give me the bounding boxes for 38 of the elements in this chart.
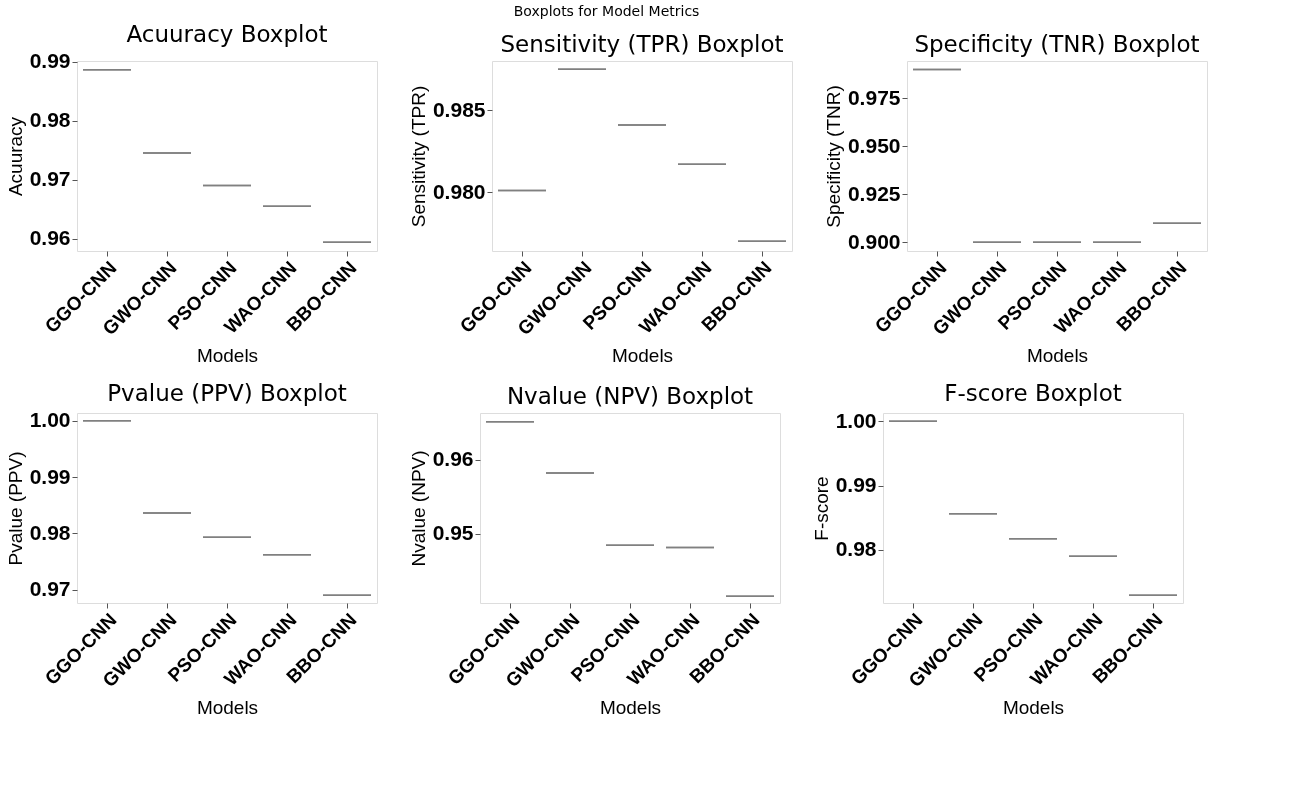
- y-axis-title: Nvalue (NPV): [407, 450, 429, 567]
- y-tick-label: 1.00: [29, 408, 71, 432]
- y-tick-label: 0.99: [29, 49, 71, 73]
- x-axis-title: Models: [611, 345, 674, 367]
- y-axis-title: Acuuracy: [4, 116, 26, 197]
- text: Boxplots for Model Metrics: [513, 3, 700, 20]
- y-tick-label: 1.00: [835, 408, 877, 432]
- y-tick-label: 0.99: [29, 464, 71, 488]
- y-tick-label: 0.98: [29, 108, 71, 132]
- chart-title: Acuuracy Boxplot: [126, 20, 328, 47]
- y-tick-label: 0.985: [432, 97, 486, 121]
- chart-title: F-score Boxplot: [944, 380, 1122, 407]
- x-axis-title: Models: [1026, 345, 1089, 367]
- y-tick-label: 0.97: [29, 577, 71, 601]
- y-tick-label: 0.95: [432, 521, 474, 545]
- chart-title: Sensitivity (TPR) Boxplot: [500, 31, 784, 57]
- x-axis-title: Models: [599, 697, 662, 719]
- y-tick-label: 0.950: [847, 133, 901, 157]
- y-tick-label: 0.97: [29, 167, 71, 191]
- y-tick-label: 0.98: [29, 520, 71, 544]
- x-axis-title: Models: [1002, 697, 1065, 719]
- y-tick-label: 0.99: [835, 473, 877, 497]
- y-tick-label: 0.98: [835, 537, 877, 561]
- chart-title: Nvalue (NPV) Boxplot: [506, 383, 754, 409]
- y-tick-label: 0.925: [847, 181, 901, 205]
- x-axis-title: Models: [196, 697, 259, 719]
- y-tick-label: 0.96: [432, 447, 474, 471]
- x-axis-title: Models: [196, 345, 259, 367]
- y-axis-title: F-score: [810, 476, 832, 541]
- chart-title: Pvalue (PPV) Boxplot: [107, 379, 347, 406]
- y-axis-title: Pvalue (PPV): [4, 451, 26, 566]
- y-tick-label: 0.980: [432, 179, 486, 203]
- y-tick-label: 0.900: [847, 229, 901, 253]
- y-axis-title: Specificity (TNR): [822, 85, 844, 228]
- chart-title: Specificity (TNR) Boxplot: [914, 31, 1200, 57]
- y-axis-title: Sensitivity (TPR): [407, 85, 429, 228]
- y-tick-label: 0.975: [847, 85, 901, 109]
- y-tick-label: 0.96: [29, 226, 71, 250]
